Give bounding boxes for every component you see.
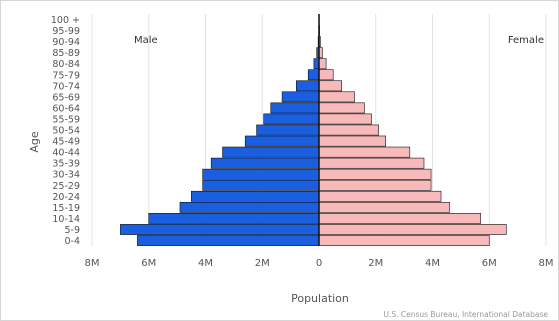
bar-male-35-39 (210, 157, 320, 169)
bar-female-15-19 (318, 201, 450, 213)
bar-male-20-24 (191, 190, 320, 202)
bar-female-40-44 (318, 146, 411, 158)
x-tick-label: 0 (316, 258, 322, 269)
bar-male-75-79 (307, 69, 320, 81)
bar-male-50-54 (256, 124, 320, 136)
y-tick-label: 10-14 (52, 214, 80, 225)
y-tick-label: 80-84 (52, 59, 80, 70)
y-tick-label: 40-44 (52, 148, 80, 159)
bar-male-15-19 (179, 201, 320, 213)
bar-male-60-64 (270, 102, 320, 114)
y-tick-label: 50-54 (52, 126, 80, 137)
x-tick-label: 6M (141, 258, 156, 269)
y-tick-label: 0-4 (64, 236, 80, 247)
x-tick-label: 8M (85, 258, 100, 269)
bar-female-5-9 (318, 224, 507, 235)
x-tick-label: 4M (198, 258, 213, 269)
bar-female-70-74 (318, 80, 343, 92)
bar-male-30-34 (202, 168, 320, 180)
y-tick-label: 15-19 (52, 203, 80, 214)
y-tick-label: 95-99 (52, 26, 80, 37)
bar-female-25-29 (318, 179, 432, 191)
bar-male-70-74 (295, 80, 320, 92)
x-tick-label: 4M (425, 258, 440, 269)
bar-female-45-49 (318, 135, 386, 147)
bar-female-35-39 (318, 157, 425, 169)
bar-male-65-69 (281, 91, 320, 103)
y-tick-label: 5-9 (64, 225, 80, 236)
bar-female-20-24 (318, 190, 442, 202)
bar-male-45-49 (244, 135, 320, 147)
bar-female-75-79 (318, 69, 334, 81)
bar-female-50-54 (318, 124, 379, 136)
bar-female-0-4 (318, 235, 490, 246)
x-tick-label: 2M (255, 258, 270, 269)
female-label: Female (508, 35, 544, 46)
y-axis-title: Age (28, 131, 41, 153)
bar-female-65-69 (318, 91, 355, 103)
x-tick-label: 2M (368, 258, 383, 269)
bar-male-80-84 (313, 58, 320, 70)
x-tick-label: 6M (482, 258, 497, 269)
bar-female-60-64 (318, 102, 365, 114)
y-tick-label: 60-64 (52, 103, 80, 114)
bar-male-40-44 (222, 146, 320, 158)
bar-male-5-9 (120, 224, 320, 235)
y-tick-label: 35-39 (52, 159, 80, 170)
y-tick-label: 70-74 (52, 81, 80, 92)
source-credit: U.S. Census Bureau, International Databa… (383, 310, 548, 319)
bar-male-55-59 (263, 113, 320, 125)
x-axis-title: Population (291, 292, 349, 305)
y-tick-label: 45-49 (52, 137, 80, 148)
bar-male-0-4 (137, 235, 320, 246)
y-tick-label: 20-24 (52, 192, 80, 203)
x-tick-label: 8M (539, 258, 554, 269)
bar-male-10-14 (148, 213, 320, 224)
male-label: Male (134, 35, 158, 46)
bars (120, 14, 507, 246)
labels: Male Female Population Age U.S. Census B… (28, 35, 548, 319)
y-tick-label: 75-79 (52, 70, 80, 81)
y-tick-label: 65-69 (52, 92, 80, 103)
bar-female-30-34 (318, 168, 432, 180)
y-tick-label: 85-89 (52, 48, 80, 59)
bar-female-80-84 (318, 58, 327, 70)
bar-female-10-14 (318, 213, 482, 224)
y-tick-label: 55-59 (52, 114, 80, 125)
y-tick-label: 25-29 (52, 181, 80, 192)
bar-female-55-59 (318, 113, 372, 125)
y-tick-label: 100 + (51, 15, 80, 26)
axes: 8M 6M 4M 2M 0 2M 4M 6M 8M 100 +95-9990-9485-8980-… (51, 14, 554, 269)
bar-male-25-29 (202, 179, 320, 191)
y-tick-label: 30-34 (52, 170, 80, 181)
y-tick-label: 90-94 (52, 37, 80, 48)
